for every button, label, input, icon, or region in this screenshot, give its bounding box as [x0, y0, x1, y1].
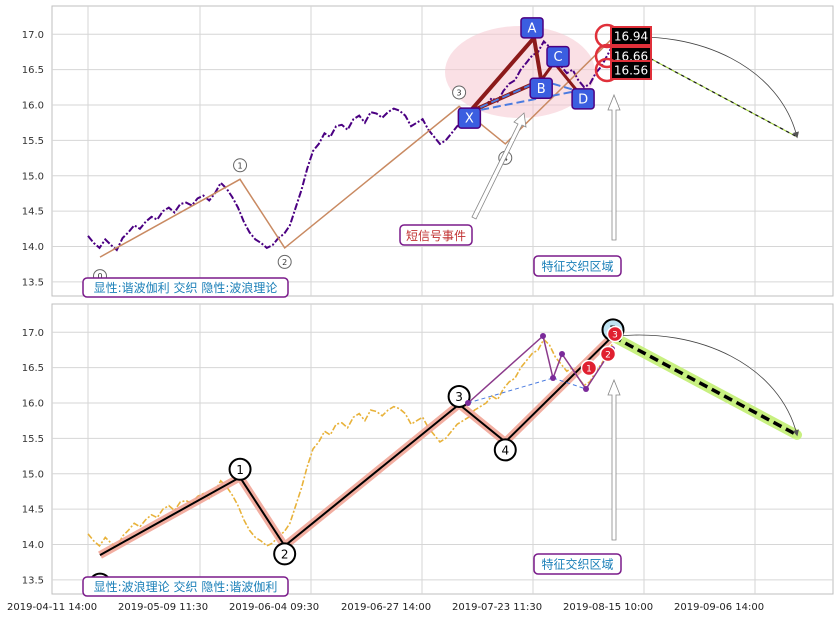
wave-line: [99, 37, 614, 258]
region-label-box: [533, 553, 622, 575]
harmonic-bcd-leg: [532, 37, 579, 92]
region-label-box: [533, 255, 622, 277]
harmonic-point-label: C: [553, 50, 562, 65]
legend-box: [82, 277, 289, 298]
wave-point-label: 3: [455, 390, 463, 404]
harmonic-point-label: A: [528, 21, 537, 36]
y-tick-label: 13.5: [22, 575, 44, 586]
price-badge-label: 16.94: [614, 30, 648, 44]
price-badge-label: 16.56: [614, 64, 648, 78]
y-tick-label: 13.5: [22, 277, 44, 288]
y-tick-label: 17.0: [22, 30, 44, 41]
y-tick-label: 14.0: [22, 540, 44, 551]
sub-badge-label: 1: [586, 365, 592, 375]
event-label-box: [399, 224, 473, 246]
y-tick-label: 17.0: [22, 328, 44, 339]
wave-point-label: 3: [457, 88, 462, 97]
legend-box: [82, 576, 289, 597]
region-label: 特征交织区域: [541, 259, 613, 274]
wave-point-label: 1: [238, 161, 243, 170]
region-pointer-arrow: [607, 378, 621, 541]
sub-badge-marker: [580, 359, 598, 377]
wave-point-marker: [277, 254, 292, 269]
y-tick-label: 15.0: [22, 469, 44, 480]
event-label: 短信号事件: [406, 229, 466, 243]
harmonic-point-marker: [457, 107, 482, 129]
price-badge-box: [610, 60, 652, 80]
top-panel: 13.514.014.515.015.516.016.517.001234特征交…: [22, 5, 834, 298]
wave-point-marker: [493, 438, 517, 462]
y-tick-label: 15.0: [22, 171, 44, 182]
harmonic-mini-dashed: [467, 377, 554, 404]
harmonic-point-label: X: [465, 112, 474, 127]
harmonic-mini-point: [583, 386, 589, 392]
harmonic-mini-line: [467, 334, 613, 404]
x-tick-label: 2019-08-15 10:00: [563, 602, 653, 613]
bottom-panel: 13.514.014.515.015.516.016.517.0012345特征…: [22, 303, 834, 597]
x-tick-label: 2019-04-11 14:00: [7, 602, 97, 613]
legend-text: 显性:波浪理论 交织 隐性:谐波伽利: [94, 579, 278, 594]
price-badge-box: [610, 26, 652, 46]
wave-point-label: 1: [236, 463, 244, 477]
wave-point-label: 0: [97, 272, 102, 281]
harmonic-mini-dashed: [552, 377, 587, 390]
y-tick-label: 16.5: [22, 65, 44, 76]
harmonic-mini-point: [465, 400, 471, 406]
x-tick-label: 2019-06-27 14:00: [341, 602, 431, 613]
y-tick-label: 16.0: [22, 399, 44, 410]
harmonic-point-label: B: [537, 82, 546, 97]
wave-point-marker: [233, 158, 248, 173]
region-pointer-arrow: [607, 93, 621, 241]
wave-line: [99, 335, 614, 556]
wave-point-marker: [447, 384, 471, 408]
y-tick-label: 14.5: [22, 505, 44, 516]
region-label: 特征交织区域: [541, 557, 613, 572]
x-axis: 2019-04-11 14:00 2019-05-09 11:30 2019-06-…: [7, 602, 764, 613]
sub-badge-marker: [606, 325, 624, 343]
harmonic-xb-line: [468, 79, 542, 114]
x-tick-label: 2019-07-23 11:30: [452, 602, 542, 613]
harmonic-mini-point: [550, 375, 556, 381]
sub-badge-marker: [599, 345, 617, 363]
sub-badge-label: 2: [605, 351, 611, 361]
x-tick-label: 2019-05-09 11:30: [118, 602, 208, 613]
y-tick-label: 16.0: [22, 101, 44, 112]
wave-point-label: 2: [281, 547, 289, 561]
harmonic-point-marker: [520, 17, 544, 39]
x-tick-label: 2019-06-04 09:30: [229, 602, 319, 613]
wave-point-marker: [452, 85, 467, 100]
wave-point-label: 4: [501, 443, 509, 457]
plot-frame: [51, 303, 834, 595]
projection-arc: [612, 334, 799, 437]
projection-line: [612, 334, 798, 437]
y-tick-label: 15.5: [22, 136, 44, 147]
harmonic-mini-point: [540, 333, 546, 339]
harmonic-point-marker: [529, 77, 553, 100]
harmonic-point-marker: [571, 88, 595, 110]
event-pointer-arrow: [471, 112, 527, 220]
x-tick-label: 2019-09-06 14:00: [674, 602, 764, 613]
harmonic-point-label: D: [578, 92, 588, 107]
harmonic-mini-point: [559, 351, 565, 357]
y-tick-label: 14.5: [22, 207, 44, 218]
harmonic-point-marker: [546, 45, 570, 68]
legend-text: 显性:谐波伽利 交织 隐性:波浪理论: [94, 280, 278, 295]
wave-point-marker: [273, 542, 297, 566]
y-tick-label: 15.5: [22, 434, 44, 445]
plot-frame: [51, 5, 834, 297]
sub-badge-label: 3: [612, 331, 618, 341]
harmonic-xd-line: [469, 89, 578, 114]
price-series-line: [87, 39, 614, 252]
y-tick-label: 16.5: [22, 363, 44, 374]
wave-point-label: 2: [282, 258, 287, 267]
wave-point-marker: [228, 457, 252, 481]
y-tick-label: 14.0: [22, 242, 44, 253]
